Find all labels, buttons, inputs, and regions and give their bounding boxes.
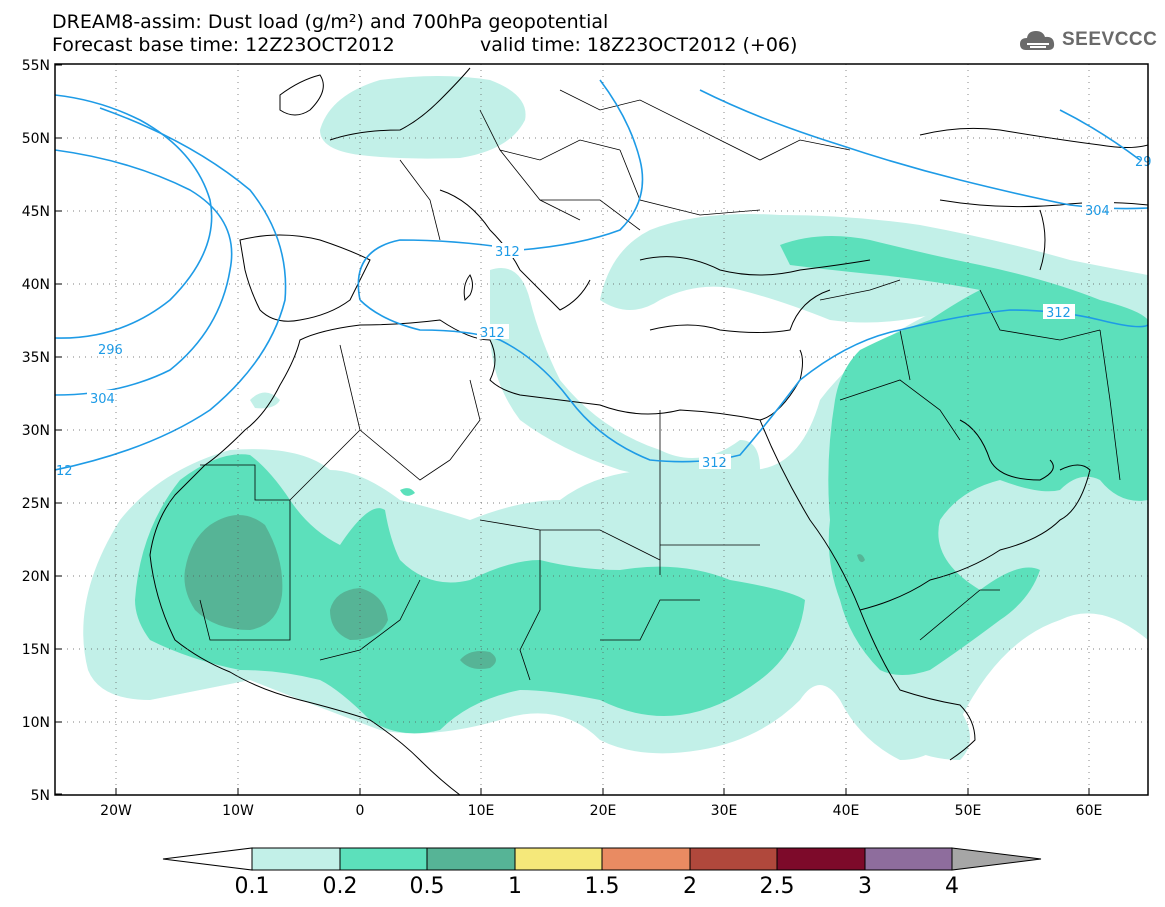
contour-label-304: 304 xyxy=(90,392,115,407)
colorbar-label: 0.1 xyxy=(235,874,270,899)
lat-label: 55N xyxy=(22,58,50,74)
colorbar-swatch xyxy=(776,847,866,871)
lon-label: 20E xyxy=(590,803,617,819)
colorbar-swatch xyxy=(251,847,341,871)
contour-label-312-c: 312 xyxy=(702,456,727,471)
lon-label: 60E xyxy=(1076,803,1103,819)
contour-label-12: 12 xyxy=(56,464,73,479)
country-borders xyxy=(199,89,1121,681)
colorbar-label: 1.5 xyxy=(585,874,620,899)
colorbar: 0.1 0.2 0.5 1 1.5 2 2.5 3 4 xyxy=(162,847,1042,899)
lat-label: 40N xyxy=(22,277,50,293)
contour-label-304-east: 304 xyxy=(1085,204,1110,219)
map-title: DREAM8-assim: Dust load (g/m²) and 700hP… xyxy=(52,11,609,33)
lat-label: 25N xyxy=(22,496,50,512)
lon-label: 50E xyxy=(955,803,982,819)
contour-labels: 296 304 312 312 312 312 312 304 29 12 xyxy=(56,155,1152,479)
seevccc-logo: SEEVCCC xyxy=(1018,26,1157,54)
colorbar-swatch xyxy=(514,847,603,871)
colorbar-label: 0.5 xyxy=(410,874,445,899)
colorbar-label: 3 xyxy=(858,874,872,899)
colorbar-label: 0.2 xyxy=(323,874,358,899)
dust-layer-0.2 xyxy=(135,236,1148,734)
lon-label: 10E xyxy=(468,803,495,819)
colorbar-swatch xyxy=(689,847,778,871)
lat-label: 45N xyxy=(22,204,50,220)
contour-label-312-d: 312 xyxy=(1046,306,1071,321)
colorbar-under-arrow xyxy=(162,847,253,871)
lat-label: 35N xyxy=(22,350,50,366)
lon-label: 20W xyxy=(100,803,132,819)
lat-label: 50N xyxy=(22,131,50,147)
lat-label: 30N xyxy=(22,423,50,439)
lat-label: 20N xyxy=(22,569,50,585)
lon-label: 30E xyxy=(711,803,738,819)
colorbar-label: 2.5 xyxy=(760,874,795,899)
contour-label-312-b: 312 xyxy=(480,326,505,341)
logo-text: SEEVCCC xyxy=(1062,29,1158,50)
graticule xyxy=(55,64,1148,795)
coastlines xyxy=(149,67,1148,795)
lon-label: 0 xyxy=(356,803,365,819)
contour-label-29: 29 xyxy=(1135,155,1152,170)
colorbar-swatch xyxy=(426,847,516,871)
colorbar-swatch xyxy=(864,847,953,871)
dust-fields xyxy=(83,76,1148,760)
forecast-base-time: Forecast base time: 12Z23OCT2012 xyxy=(52,34,395,56)
axis-ticks xyxy=(55,64,1090,795)
lon-label: 10W xyxy=(222,803,254,819)
contour-label-312-a: 312 xyxy=(495,245,520,260)
lat-label: 10N xyxy=(22,715,50,731)
dust-layer-0.5 xyxy=(184,515,865,669)
colorbar-over-arrow xyxy=(951,847,1042,871)
latitude-labels: 55N 50N 45N 40N 35N 30N 25N 20N 15N 10N … xyxy=(22,58,50,804)
lon-label: 40E xyxy=(833,803,860,819)
colorbar-label: 1 xyxy=(508,874,522,899)
longitude-labels: 20W 10W 0 10E 20E 30E 40E 50E 60E xyxy=(100,803,1102,819)
cloud-logo-icon xyxy=(1020,31,1055,50)
contour-label-296: 296 xyxy=(98,343,123,358)
colorbar-swatch xyxy=(601,847,691,871)
colorbar-swatch xyxy=(339,847,428,871)
lat-label: 5N xyxy=(31,788,50,804)
lat-label: 15N xyxy=(22,642,50,658)
colorbar-label: 2 xyxy=(683,874,697,899)
colorbar-label: 4 xyxy=(945,874,959,899)
valid-time: valid time: 18Z23OCT2012 (+06) xyxy=(480,34,798,56)
